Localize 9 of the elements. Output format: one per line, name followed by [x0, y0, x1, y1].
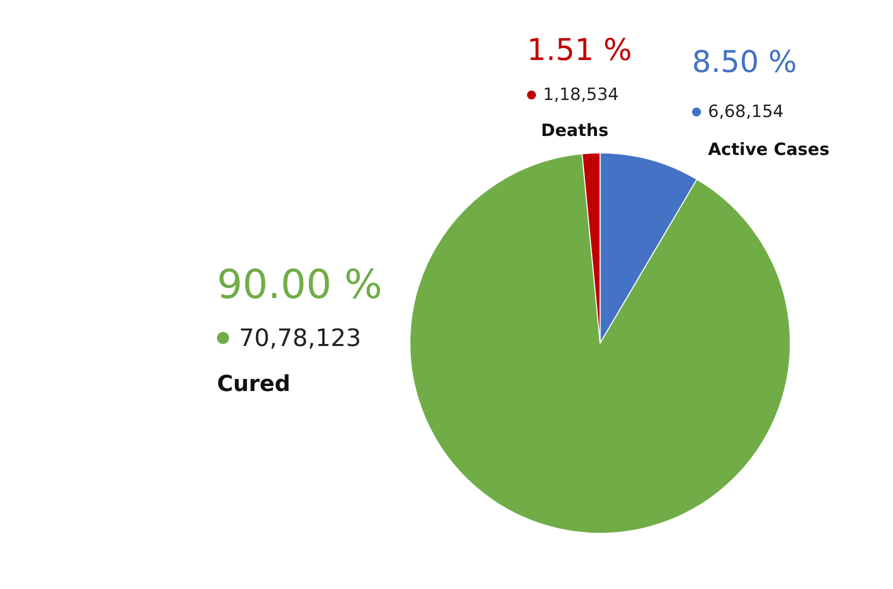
text: 1.51 %	[527, 33, 632, 68]
text: 90.00 %	[217, 262, 382, 308]
slice-label: Cured	[217, 372, 290, 397]
data-label: 6,68,154	[708, 102, 784, 122]
slice-label: Active Cases	[708, 140, 830, 160]
text: 8.50 %	[692, 45, 797, 80]
slice-label: Deaths	[541, 121, 608, 141]
data-label: 70,78,123	[239, 324, 362, 352]
data-label: 1,18,534	[543, 85, 619, 105]
